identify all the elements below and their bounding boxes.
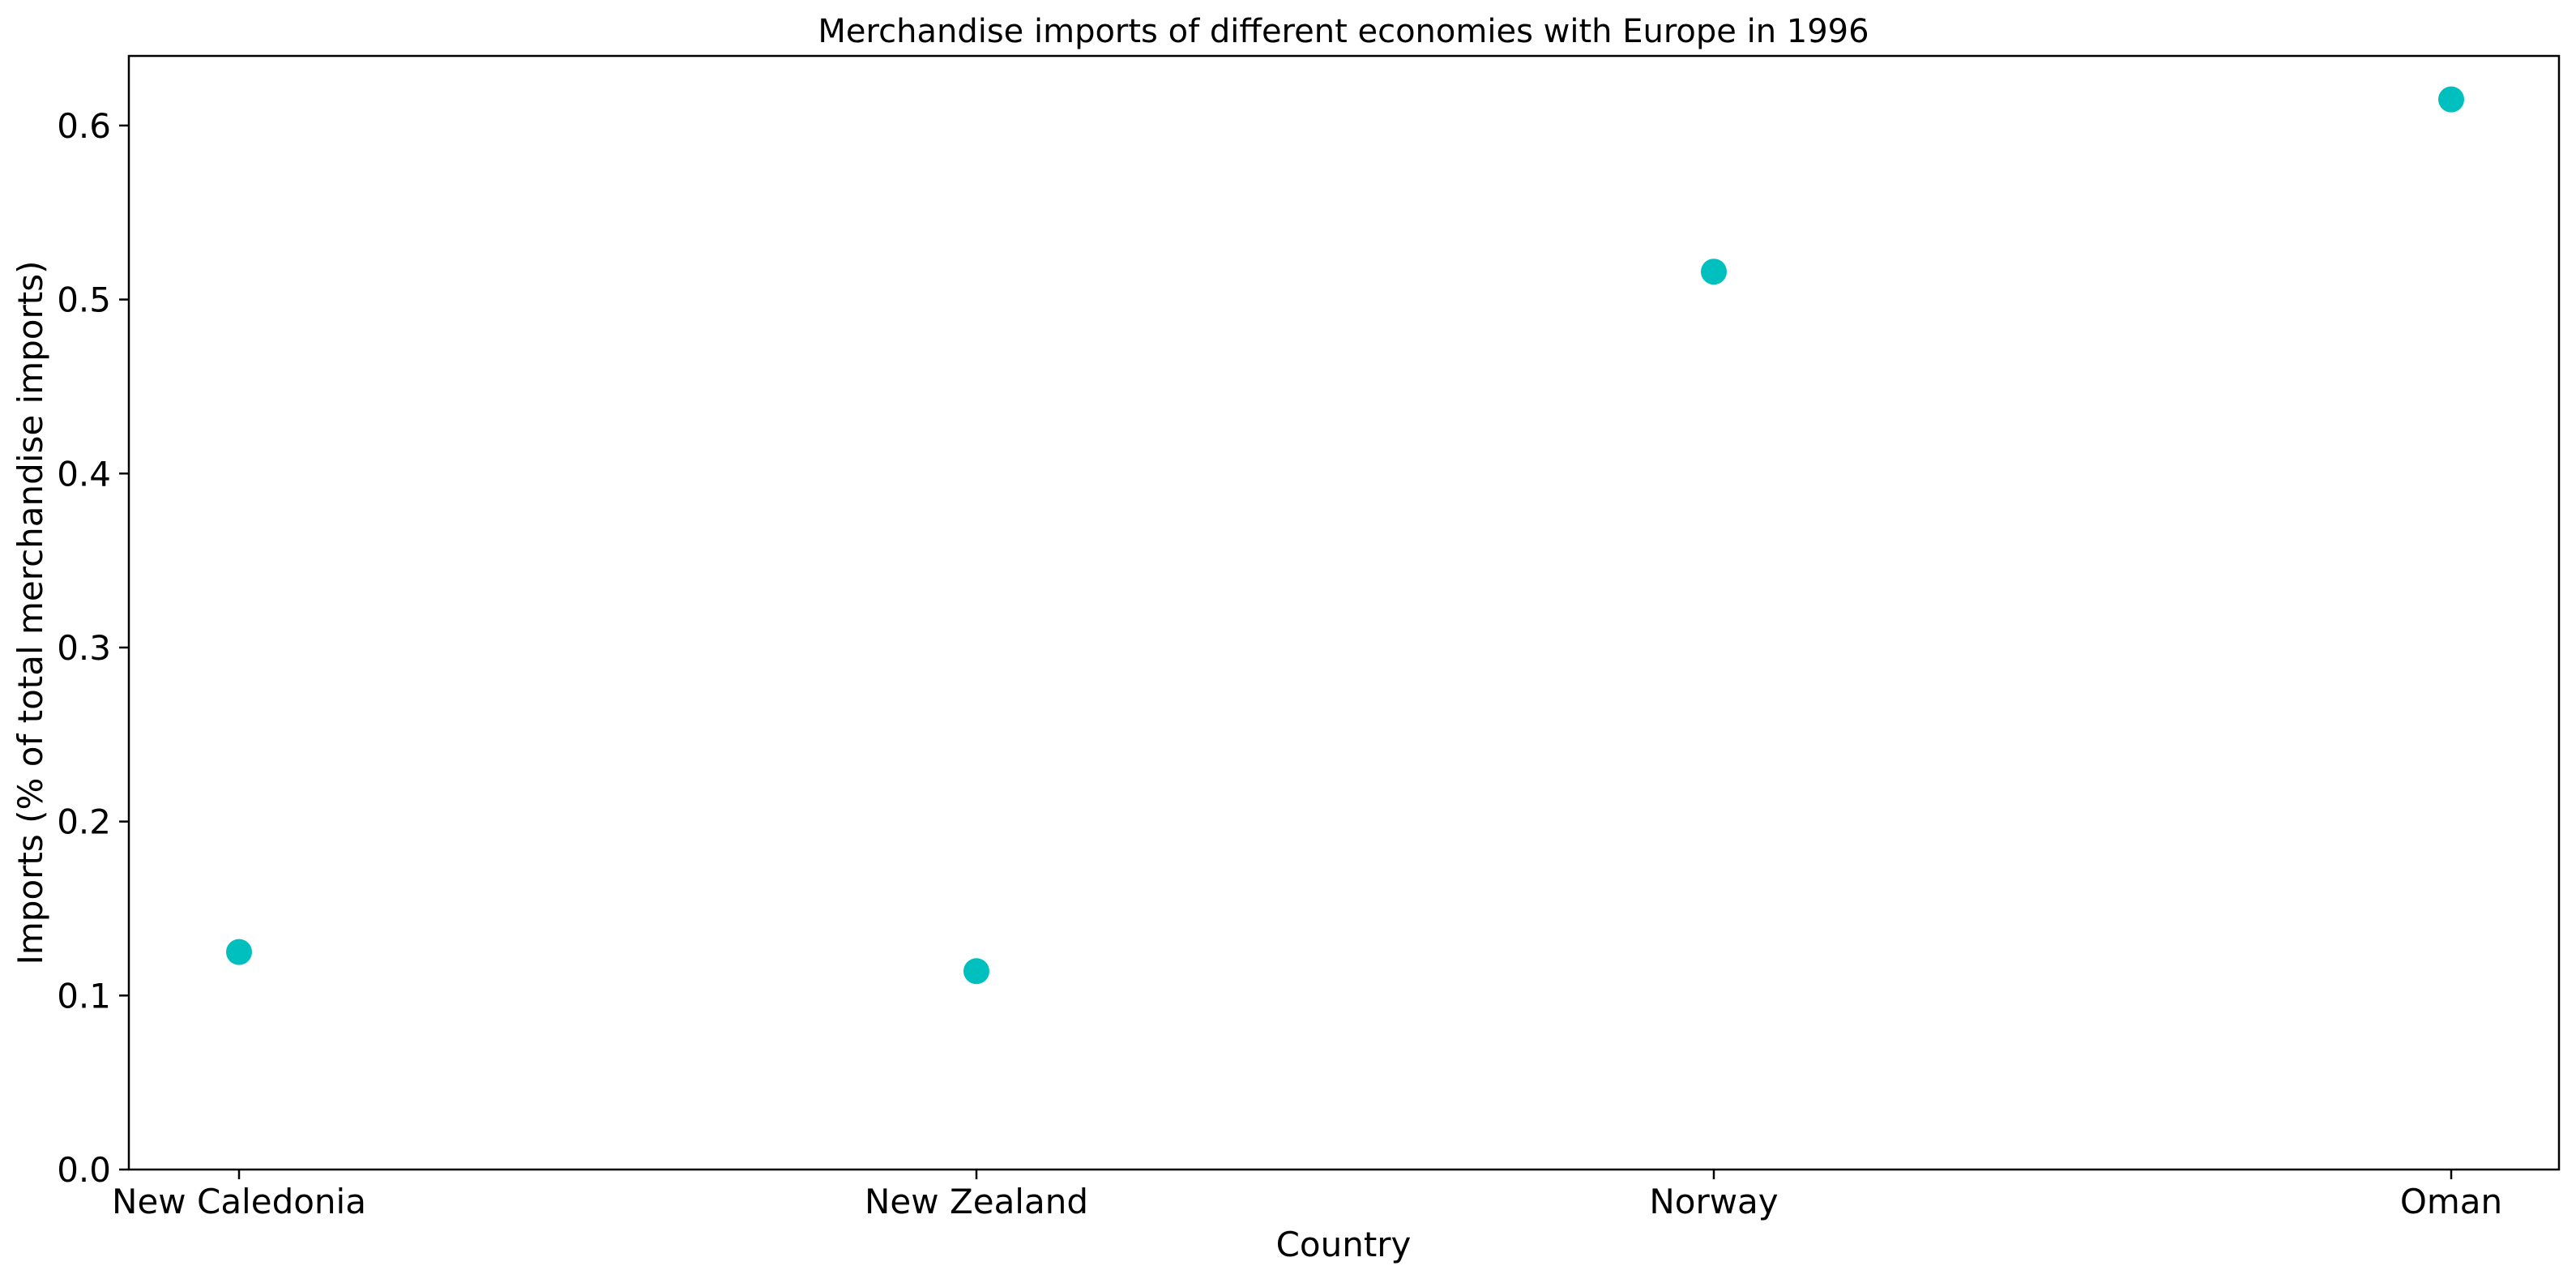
y-tick-label: 0.4 <box>57 454 111 494</box>
y-tick-label: 0.2 <box>57 802 111 842</box>
y-axis-label: Imports (% of total merchandise imports) <box>11 261 50 965</box>
x-tick-label: Norway <box>1649 1182 1778 1221</box>
x-axis-label: Country <box>1276 1225 1412 1264</box>
y-tick-label: 0.6 <box>57 106 111 146</box>
x-tick-label: Oman <box>2400 1182 2502 1221</box>
x-tick-label: New Caledonia <box>112 1182 366 1221</box>
chart-title: Merchandise imports of different economi… <box>818 13 1869 50</box>
y-tick-label: 0.1 <box>57 976 111 1016</box>
data-point <box>963 958 989 985</box>
data-points <box>226 86 2464 985</box>
y-tick-label: 0.5 <box>57 280 111 320</box>
data-point <box>226 939 252 965</box>
y-tick-label: 0.0 <box>57 1150 111 1190</box>
x-tick-label: New Zealand <box>865 1182 1088 1221</box>
data-point <box>2438 86 2464 113</box>
x-axis-ticks: New Caledonia New Zealand Norway Oman <box>112 1170 2502 1221</box>
plot-area-frame <box>127 54 2561 1171</box>
data-point <box>1701 259 1727 285</box>
y-tick-label: 0.3 <box>57 628 111 668</box>
y-axis-ticks: 0.0 0.1 0.2 0.3 0.4 0.5 0.6 <box>57 106 129 1190</box>
